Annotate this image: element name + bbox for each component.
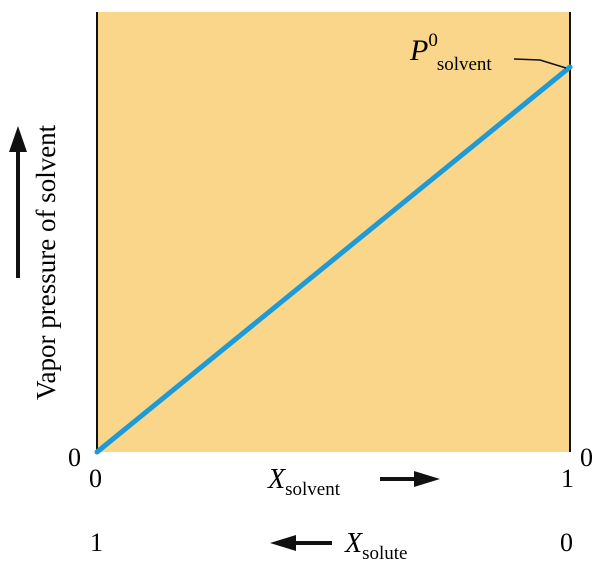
series-line [94,64,573,455]
annotation-main: P [409,34,428,67]
annotation-sub: solvent [437,54,493,75]
annotation-leader-line [513,58,567,69]
x-axis-label-main: X [267,464,286,495]
y-tick-left: 0 [68,443,81,472]
annotation-label: P0 solvent [409,30,492,75]
x2-axis-label-sub: solute [362,543,407,564]
y-axis-label: Vapor pressure of solvent [31,124,61,400]
y-axis-arrow-head [9,126,27,152]
x2-axis-label: Xsolute [344,528,408,564]
x-axis-label: Xsolvent [267,464,341,500]
annotation-sup: 0 [428,30,438,51]
plot-background [97,12,570,452]
x2-tick-1: 1 [90,528,103,557]
x2-axis-label-main: X [344,528,363,559]
x-axis-label-sub: solvent [285,479,341,500]
x-tick-0: 0 [89,464,102,493]
x2-tick-0: 0 [560,528,573,557]
y-tick-right: 0 [580,443,593,472]
x-axis-arrow-head [414,471,440,487]
x-tick-1: 1 [561,464,574,493]
x2-axis-arrow-head [270,535,296,551]
